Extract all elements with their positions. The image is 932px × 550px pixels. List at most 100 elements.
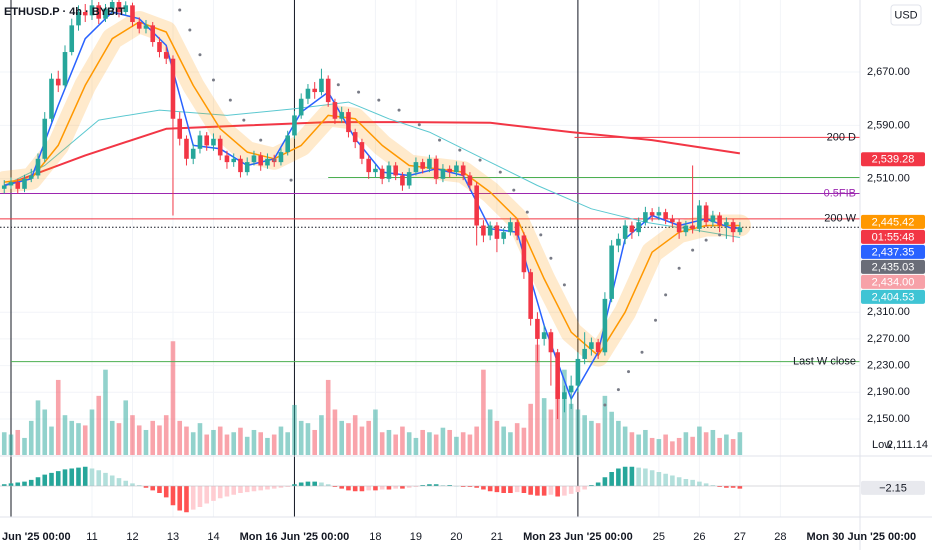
volume-bar — [325, 379, 331, 455]
volume-bar — [278, 426, 284, 455]
volume-bar — [568, 403, 574, 455]
volume-bar — [231, 432, 237, 455]
volume-bar — [663, 434, 668, 455]
histogram-bar — [292, 484, 297, 486]
candle-body — [703, 205, 709, 223]
volume-bar — [676, 437, 682, 455]
price-label-bg — [861, 289, 925, 304]
candle-body — [244, 162, 250, 173]
price-label: 2,434.00 — [872, 276, 915, 288]
candle-body — [346, 112, 351, 133]
histogram-bar — [683, 479, 689, 486]
histogram-bar — [285, 486, 290, 487]
histogram-bar — [487, 486, 493, 492]
sar-dot — [498, 170, 502, 174]
histogram-bar — [393, 486, 398, 489]
volume-bar — [217, 426, 223, 455]
sar-dot — [603, 403, 607, 407]
volume-bar — [548, 409, 554, 455]
histogram-bar — [238, 486, 243, 493]
histogram-bar — [366, 486, 371, 491]
candle-body — [1, 185, 7, 189]
histogram-bar — [447, 485, 452, 486]
histogram-bar — [670, 475, 675, 486]
volume-bar — [163, 415, 169, 455]
candle-body — [319, 78, 324, 93]
candle-body — [157, 42, 162, 53]
histogram-bar — [717, 486, 722, 487]
histogram-bar — [190, 486, 196, 510]
sar-dot — [242, 118, 246, 122]
candle-body — [494, 225, 500, 239]
histogram-bar — [8, 483, 14, 486]
candle-body — [123, 5, 129, 13]
volume-bar — [312, 429, 317, 455]
sar-dot — [228, 98, 232, 102]
candle-body — [400, 175, 405, 186]
y-tick-label: 2,510.00 — [867, 173, 910, 185]
price-label: 01:55:48 — [872, 231, 915, 243]
histogram-bar — [494, 486, 500, 493]
histogram-bar — [406, 486, 412, 488]
candle-body — [467, 175, 473, 186]
volume-bar — [366, 420, 371, 455]
histogram-bar — [49, 472, 54, 486]
currency-label[interactable]: USD — [894, 9, 917, 21]
histogram-bar — [427, 484, 432, 486]
volume-bar — [224, 434, 230, 455]
candle-body — [8, 182, 14, 186]
volume-bar — [22, 437, 27, 455]
price-label: 2,437.35 — [872, 246, 915, 258]
histogram-bar — [325, 484, 331, 486]
histogram-bar — [265, 486, 270, 490]
candle-body — [332, 102, 338, 119]
y-tick-label: 2,190.00 — [867, 386, 910, 398]
currency-button[interactable] — [890, 4, 922, 26]
volume-bar — [143, 429, 149, 455]
volume-bar — [562, 369, 567, 455]
volume-bar — [467, 434, 473, 455]
volume-bar — [514, 423, 520, 455]
level-label: 200 D — [827, 131, 856, 143]
histogram-bar — [35, 477, 41, 486]
volume-bar — [35, 400, 41, 455]
x-tick-label: 27 — [734, 531, 746, 543]
candle-body — [616, 238, 621, 246]
volume-bar — [406, 432, 412, 455]
histogram-bar — [96, 470, 102, 486]
volume-bar — [258, 432, 264, 455]
histogram-label: −2.15 — [879, 482, 907, 494]
histogram-bar — [643, 468, 648, 486]
x-tick-label: 12 — [126, 531, 138, 543]
candle-body — [501, 232, 506, 239]
histogram-bar — [690, 479, 695, 486]
volume-bar — [55, 379, 61, 455]
volume-bar — [123, 400, 129, 455]
histogram-bar — [737, 486, 743, 489]
candle-body — [359, 142, 365, 159]
candle-body — [474, 185, 479, 226]
volume-bar — [427, 432, 432, 455]
sar-dot — [188, 28, 192, 32]
x-tick-label: 20 — [450, 531, 462, 543]
volume-bar — [177, 420, 183, 455]
histogram-bar — [62, 469, 68, 486]
candle-body — [305, 88, 311, 99]
histogram-bar — [170, 486, 176, 506]
candle-body — [62, 52, 68, 86]
volume-bar — [555, 386, 560, 455]
candle-body — [55, 78, 61, 86]
histogram-bar — [535, 486, 540, 496]
candle-body — [217, 138, 223, 156]
volume-bar — [460, 432, 466, 455]
sar-dot — [512, 188, 516, 192]
sar-dot — [458, 148, 462, 152]
candle-body — [541, 332, 547, 339]
histogram-bar — [575, 486, 581, 493]
y-tick-label: 2,310.00 — [867, 306, 910, 318]
histogram-bar — [595, 482, 601, 486]
histogram-bar — [231, 486, 237, 495]
candle-body — [103, 8, 108, 19]
sar-dot — [198, 53, 202, 57]
